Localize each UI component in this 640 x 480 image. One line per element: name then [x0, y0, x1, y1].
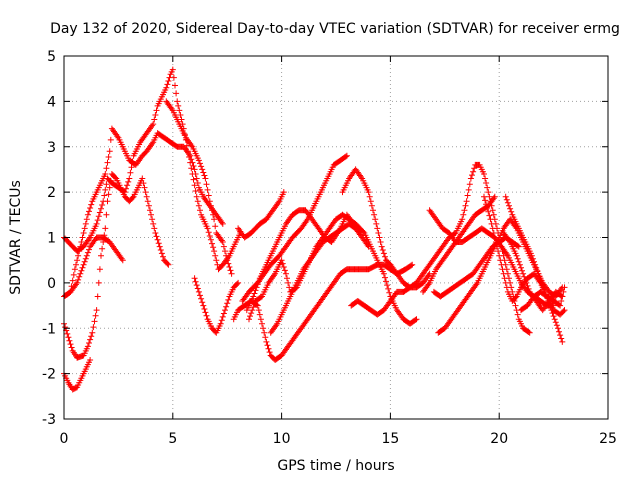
marker-path	[61, 357, 94, 393]
y-tick-label: 0	[47, 276, 56, 292]
chart-title: Day 132 of 2020, Sidereal Day-to-day VTE…	[50, 21, 620, 37]
marker-path	[243, 207, 363, 314]
marker-path	[61, 66, 244, 273]
data-markers	[61, 66, 568, 393]
marker-path	[230, 261, 416, 363]
series-s3	[61, 171, 172, 361]
marker-path	[502, 193, 566, 345]
x-tick-label: 10	[273, 431, 291, 447]
marker-path	[267, 220, 372, 336]
series-s4	[61, 357, 94, 393]
series-s14	[339, 166, 394, 268]
series-s1	[61, 66, 244, 273]
series-s7	[191, 275, 242, 336]
axes: 0 5 10 15 20 25 -3 -2 -1 0 1 2 3 4 5	[42, 49, 617, 447]
series-s6	[163, 98, 235, 277]
y-axis-label: SDTVAR / TECUs	[8, 180, 24, 295]
x-tick-label: 20	[490, 431, 508, 447]
x-tick-label: 0	[60, 431, 69, 447]
series-s24	[518, 284, 568, 314]
x-tick-label: 5	[168, 431, 177, 447]
y-tick-label: -1	[42, 321, 56, 337]
marker-path	[235, 189, 287, 241]
y-tick-label: 3	[47, 140, 56, 156]
marker-path	[239, 152, 350, 304]
y-tick-label: -2	[42, 367, 56, 383]
series-s12	[243, 207, 363, 314]
x-tick-label: 15	[381, 431, 399, 447]
series-s9	[230, 261, 416, 363]
y-tick-label: -3	[42, 412, 56, 428]
y-tick-label: 4	[47, 94, 56, 110]
series-s13	[267, 220, 372, 336]
x-tick-label: 25	[599, 431, 617, 447]
marker-path	[191, 275, 242, 336]
series-s22	[502, 193, 566, 345]
marker-path	[61, 171, 172, 361]
y-tick-label: 1	[47, 231, 56, 247]
marker-path	[518, 284, 568, 314]
marker-path	[163, 98, 235, 277]
y-tick-label: 5	[47, 49, 56, 65]
marker-path	[339, 166, 394, 268]
y-tick-label: 2	[47, 185, 56, 201]
x-axis-label: GPS time / hours	[277, 458, 394, 474]
series-s10	[239, 152, 350, 304]
series-s8	[235, 189, 287, 241]
